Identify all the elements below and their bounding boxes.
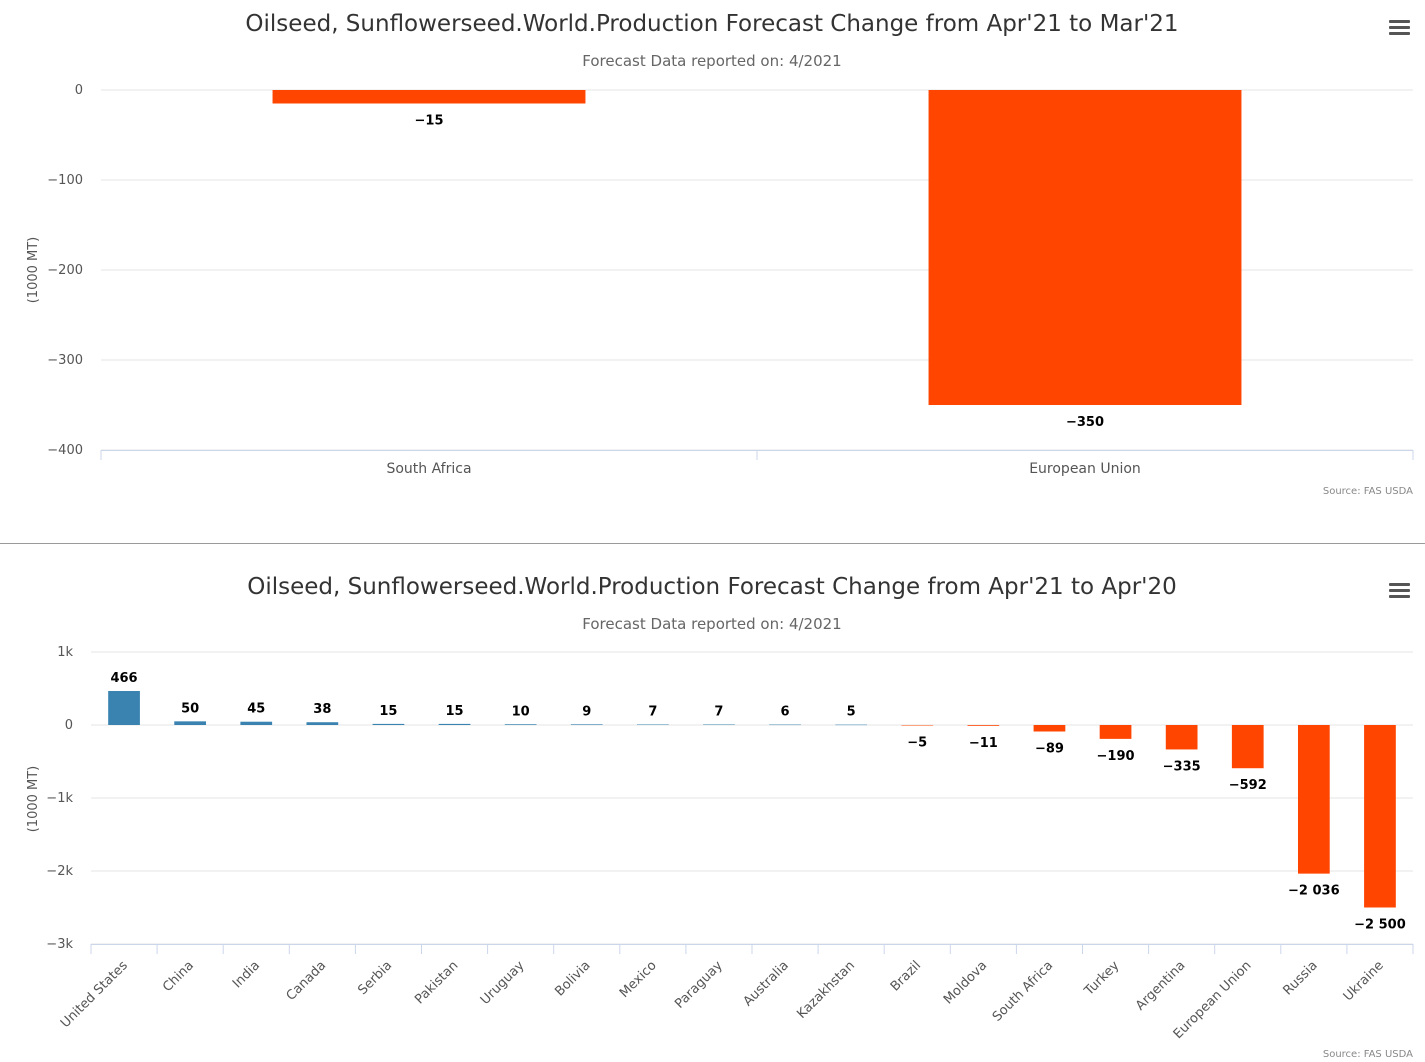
- data-label: 466: [110, 671, 137, 686]
- x-tick-label: United States: [58, 958, 131, 1031]
- y-tick-label: −1k: [46, 791, 73, 806]
- y-tick-label: −2k: [46, 864, 73, 879]
- chart-credit[interactable]: Source: FAS USDA: [1323, 1049, 1413, 1060]
- hamburger-menu-icon[interactable]: [1386, 14, 1414, 40]
- data-label: 15: [446, 704, 464, 719]
- chart-title: Oilseed, Sunflowerseed.World.Production …: [245, 11, 1178, 37]
- y-axis-title: (1000 MT): [26, 237, 41, 304]
- bar: [372, 723, 405, 725]
- bar: [1364, 725, 1396, 908]
- x-tick-label: Australia: [741, 958, 792, 1009]
- x-tick-label: Moldova: [941, 958, 990, 1007]
- data-label: −190: [1097, 749, 1135, 764]
- bar: [306, 722, 339, 725]
- data-label: 7: [648, 704, 657, 719]
- x-tick-label: South Africa: [990, 958, 1056, 1024]
- x-tick-label: Pakistan: [412, 958, 461, 1007]
- chart-svg-bottom: Oilseed, Sunflowerseed.World.Production …: [26, 574, 1414, 1060]
- x-tick-label: Argentina: [1133, 958, 1188, 1013]
- bar: [703, 724, 735, 725]
- data-label: −335: [1163, 759, 1201, 774]
- x-tick-label: Brazil: [888, 958, 924, 994]
- data-label: 9: [582, 704, 591, 719]
- y-tick-label: −300: [47, 353, 83, 368]
- data-label: 45: [247, 702, 265, 717]
- bar: [967, 725, 1000, 726]
- bar: [504, 724, 537, 725]
- data-label: −2 036: [1288, 884, 1340, 899]
- x-tick-label: Turkey: [1081, 958, 1122, 999]
- bar: [1231, 725, 1264, 769]
- data-label: 10: [512, 704, 530, 719]
- data-label: 5: [847, 705, 856, 720]
- data-label: 15: [379, 704, 397, 719]
- data-label: −2 500: [1354, 918, 1406, 933]
- bar: [928, 90, 1242, 405]
- bar: [901, 725, 934, 726]
- bar: [769, 724, 801, 726]
- x-tick-label: European Union: [1029, 461, 1141, 477]
- bar: [438, 723, 471, 725]
- data-label: 38: [313, 702, 331, 717]
- x-tick-label: Mexico: [617, 958, 660, 1001]
- x-tick-label: China: [160, 958, 197, 995]
- data-label: −350: [1066, 415, 1104, 430]
- y-tick-label: −3k: [46, 937, 73, 952]
- bar: [240, 721, 273, 725]
- chart-panel-top: Oilseed, Sunflowerseed.World.Production …: [26, 11, 1414, 497]
- bar: [1033, 725, 1066, 732]
- chart-subtitle: Forecast Data reported on: 4/2021: [582, 52, 841, 70]
- data-label: 6: [781, 705, 790, 720]
- x-tick-label: Uruguay: [478, 958, 528, 1008]
- y-tick-label: −200: [47, 263, 83, 278]
- bar: [570, 724, 603, 725]
- bar: [835, 724, 868, 726]
- x-tick-label: South Africa: [386, 461, 471, 477]
- chart-title: Oilseed, Sunflowerseed.World.Production …: [247, 574, 1177, 600]
- bar: [1165, 725, 1198, 750]
- data-label: −89: [1035, 741, 1064, 756]
- panel-divider: [0, 543, 1425, 544]
- bar: [174, 721, 207, 725]
- data-label: 50: [181, 701, 199, 716]
- hamburger-menu-icon[interactable]: [1386, 577, 1414, 603]
- chart-svg-top: Oilseed, Sunflowerseed.World.Production …: [26, 11, 1414, 497]
- y-tick-label: 0: [65, 718, 73, 733]
- x-tick-label: Kazakhstan: [794, 958, 858, 1022]
- data-label: −11: [969, 736, 998, 751]
- x-tick-label: India: [230, 958, 263, 991]
- y-tick-label: −100: [47, 173, 83, 188]
- bar: [1297, 725, 1330, 874]
- y-tick-label: 1k: [57, 645, 73, 660]
- chart-subtitle: Forecast Data reported on: 4/2021: [582, 615, 841, 633]
- x-tick-label: Canada: [284, 958, 330, 1004]
- data-label: −592: [1229, 778, 1267, 793]
- x-tick-label: Ukraine: [1341, 958, 1387, 1004]
- y-axis-title: (1000 MT): [26, 766, 41, 833]
- y-tick-label: −400: [47, 443, 83, 458]
- x-tick-label: Paraguay: [672, 958, 726, 1012]
- data-label: −15: [415, 114, 444, 129]
- bar: [1099, 725, 1132, 739]
- bar: [108, 690, 140, 725]
- chart-panel-bottom: Oilseed, Sunflowerseed.World.Production …: [0, 545, 1425, 1062]
- data-label: −5: [907, 735, 927, 750]
- x-tick-label: Serbia: [355, 958, 395, 998]
- chart-credit[interactable]: Source: FAS USDA: [1323, 486, 1413, 497]
- data-label: 7: [714, 704, 723, 719]
- y-tick-label: 0: [75, 83, 83, 98]
- x-tick-label: Russia: [1281, 958, 1321, 998]
- x-tick-label: Bolivia: [552, 958, 593, 999]
- bar: [636, 724, 669, 725]
- bar: [272, 90, 586, 104]
